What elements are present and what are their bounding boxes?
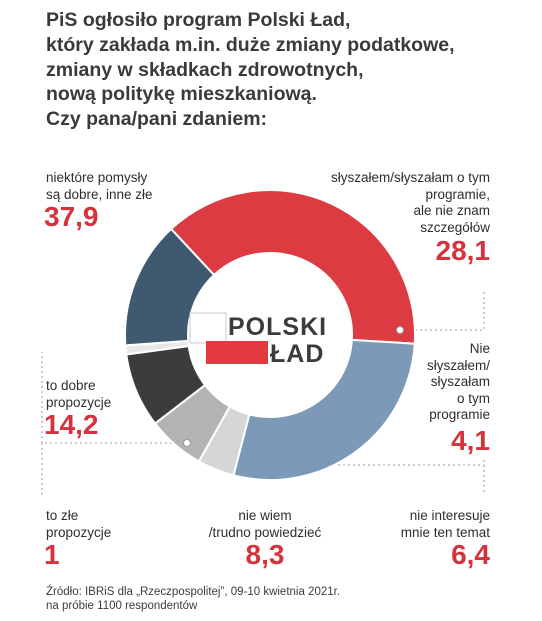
slice-label-line: słyszałem/	[426, 357, 490, 373]
slice-label-line: Nie	[469, 341, 490, 356]
slice-label-good: to dobre propozycje	[46, 378, 111, 411]
slice-label-line: słyszałem/słyszałam o tym	[330, 170, 490, 185]
slice-label-line: nie wiem	[238, 508, 292, 523]
slice-value-not-interested: 6,4	[451, 539, 490, 570]
source-note: Źródło: IBRiS dla „Rzeczpospolitej”, 09-…	[46, 585, 340, 613]
logo-white-box	[189, 312, 227, 344]
slice-label-line: propozycje	[46, 524, 112, 540]
slice-label-dont-know: nie wiem /trudno powiedzieć	[190, 508, 340, 541]
donut-slice-0	[169, 189, 416, 345]
logo-polski-text: POLSKI	[228, 313, 328, 341]
title-line: zmiany w składkach zdrowotnych,	[46, 58, 364, 81]
logo-lad-text: ŁAD	[270, 340, 325, 368]
slice-label-mixed: niektóre pomysły są dobre, inne złe	[46, 170, 153, 203]
slice-label-bad: to złe propozycje	[46, 508, 111, 541]
slice-label-line: są dobre, inne złe	[46, 186, 153, 202]
slice-label-line: mnie ten temat	[400, 524, 490, 540]
slice-value-mixed: 37,9	[44, 201, 99, 232]
slice-label-not-interested: nie interesuje mnie ten temat	[401, 508, 490, 541]
slice-label-line: to dobre	[46, 378, 96, 393]
leader-dot	[183, 439, 191, 447]
chart-title: PiS ogłosiło program Polski Ład, który z…	[46, 8, 455, 132]
slice-label-line: programie,	[425, 186, 490, 202]
slice-value-heard-no-details: 28,1	[435, 235, 491, 266]
leader-dots	[183, 326, 404, 447]
slice-value-dont-know: 8,3	[245, 539, 285, 570]
slice-label-line: ale nie znam	[413, 203, 490, 218]
donut-slice-1	[232, 338, 416, 481]
source-line: Źródło: IBRiS dla „Rzeczpospolitej”, 09-…	[46, 586, 341, 598]
slice-label-heard-no-details: słyszałem/słyszałam o tym programie, ale…	[331, 170, 490, 236]
slice-label-line: o tym	[456, 390, 490, 406]
slice-value-good: 14,2	[44, 409, 99, 440]
slice-label-line: niektóre pomysły	[46, 170, 148, 185]
donut-slice-6	[124, 227, 216, 347]
slice-label-line: programie	[429, 407, 490, 422]
logo-red-box	[206, 341, 268, 364]
slice-label-line: to złe	[46, 508, 79, 523]
leader-dot	[396, 326, 404, 334]
slice-label-line: /trudno powiedzieć	[208, 524, 322, 540]
slice-value-bad: 1	[44, 539, 60, 570]
slice-label-not-heard: Nie słyszałem/ słyszałam o tym programie	[427, 341, 490, 424]
donut-slices	[124, 189, 416, 481]
slice-label-line: nie interesuje	[409, 508, 490, 523]
source-line: na próbie 1100 respondentów	[46, 600, 198, 612]
slice-label-line: słyszałam	[430, 374, 490, 389]
leader-line	[400, 290, 485, 331]
slice-label-line: propozycje	[46, 394, 112, 410]
title-line: nową politykę mieszkaniową.	[46, 83, 317, 106]
slice-label-line: szczegółów	[420, 219, 490, 235]
slice-value-not-heard: 4,1	[451, 425, 490, 456]
title-line: Czy pana/pani zdaniem:	[46, 108, 268, 131]
title-line: PiS ogłosiło program Polski Ład,	[46, 9, 351, 31]
title-line: który zakłada m.in. duże zmiany podatkow…	[46, 33, 455, 56]
